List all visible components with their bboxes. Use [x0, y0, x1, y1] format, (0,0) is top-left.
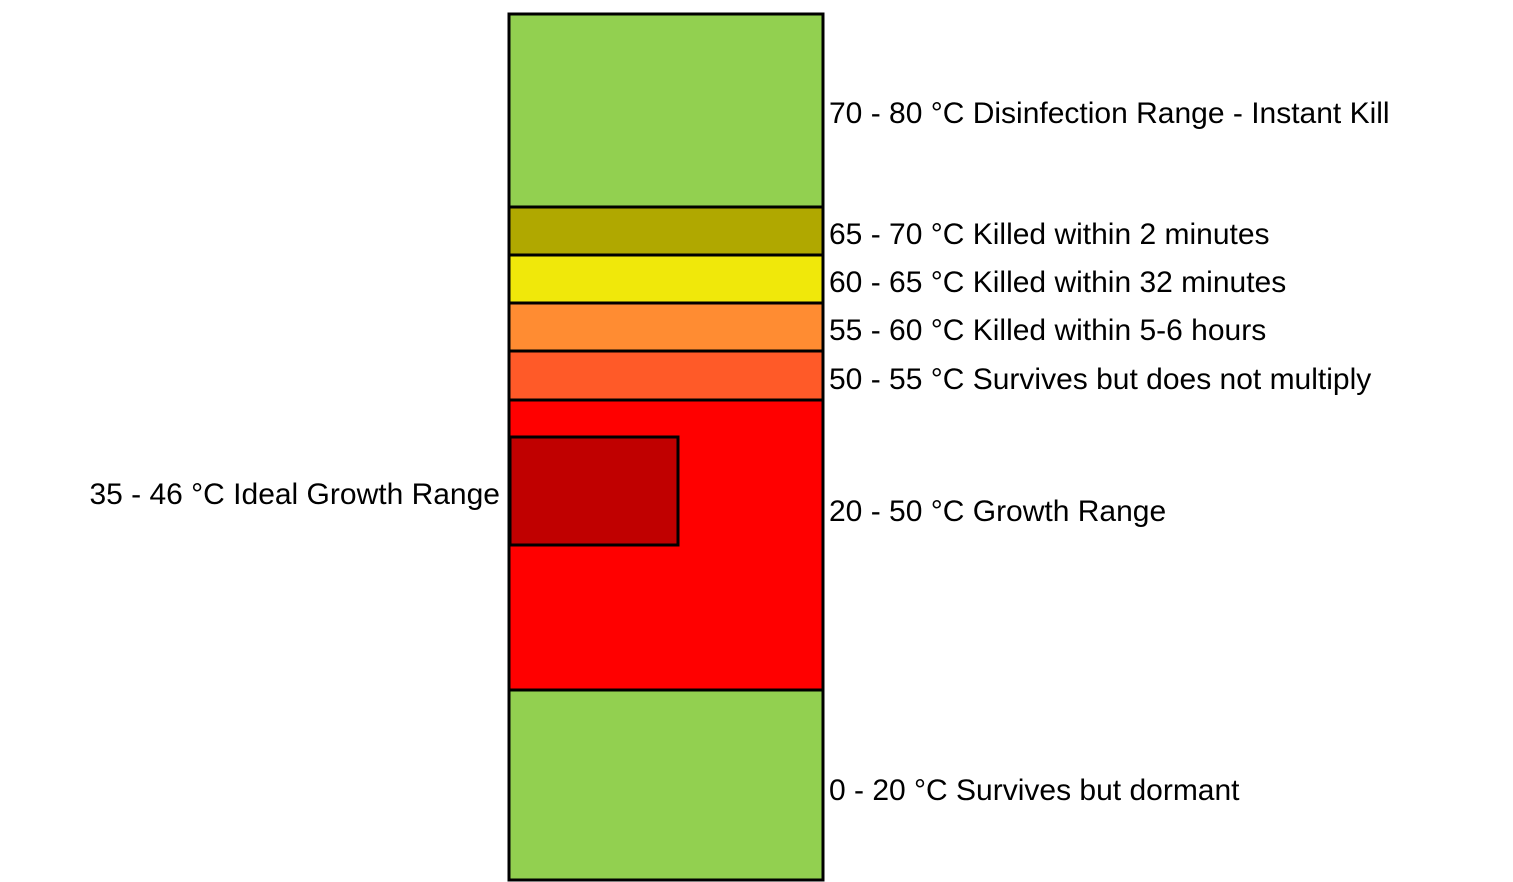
ideal-label: 35 - 46 °C Ideal Growth Range [89, 478, 500, 511]
temperature-band [507, 688, 825, 882]
band-label: 70 - 80 °C Disinfection Range - Instant … [829, 97, 1390, 130]
band-label: 50 - 55 °C Survives but does not multipl… [829, 363, 1371, 396]
temperature-band [507, 349, 825, 402]
temperature-band [507, 205, 825, 257]
band-label: 55 - 60 °C Killed within 5-6 hours [829, 314, 1266, 347]
temperature-band [507, 253, 825, 305]
band-label: 0 - 20 °C Survives but dormant [829, 774, 1240, 807]
temperature-band [507, 301, 825, 353]
temperature-band [507, 12, 825, 209]
band-label: 20 - 50 °C Growth Range [829, 495, 1166, 528]
ideal-range-box [508, 435, 680, 547]
band-label: 65 - 70 °C Killed within 2 minutes [829, 218, 1270, 251]
band-label: 60 - 65 °C Killed within 32 minutes [829, 266, 1286, 299]
